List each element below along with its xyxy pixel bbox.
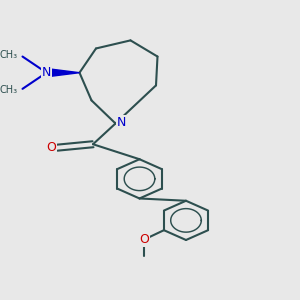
Text: N: N (117, 116, 126, 129)
Text: O: O (140, 233, 149, 246)
Text: O: O (46, 141, 56, 154)
Text: N: N (42, 66, 51, 79)
Text: CH₃: CH₃ (0, 50, 18, 60)
Polygon shape (46, 68, 80, 77)
Text: CH₃: CH₃ (0, 85, 18, 95)
